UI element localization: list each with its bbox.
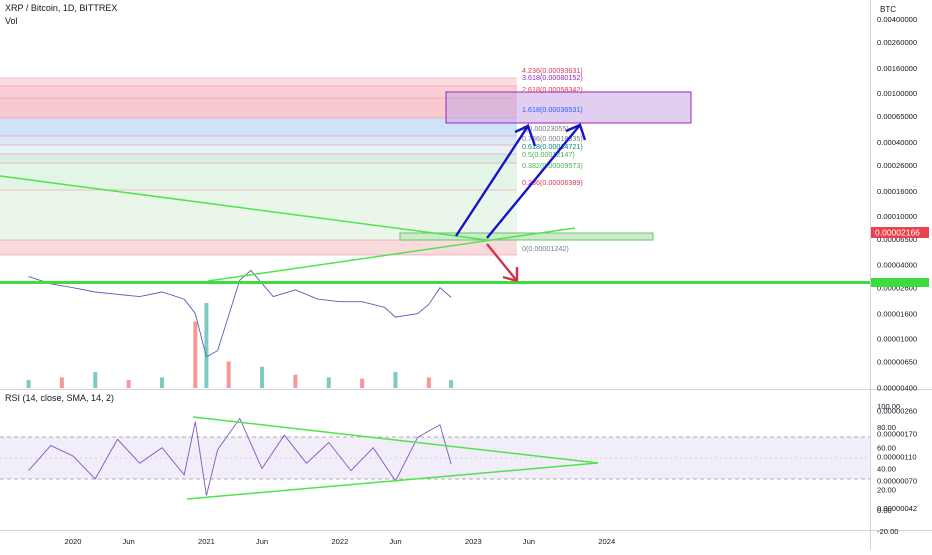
last-price-badge bbox=[871, 227, 929, 238]
fib-label: 0.5(0.00012147) bbox=[522, 150, 575, 159]
price-tick-label: 0.00065000 bbox=[877, 112, 917, 121]
fib-label: 4.236(0.00093631) bbox=[522, 66, 583, 75]
price-tick-label: 0.00000042 bbox=[877, 504, 917, 513]
support-price-badge bbox=[871, 278, 929, 287]
price-tick-label: 0.00001000 bbox=[877, 335, 917, 344]
fib-label: 0(0.00001242) bbox=[522, 244, 569, 253]
fib-label: 1.618(0.00036531) bbox=[522, 105, 583, 114]
target-zone bbox=[445, 91, 692, 124]
fib-zone bbox=[0, 163, 517, 190]
rsi-tick-label: 100.00 bbox=[877, 402, 900, 411]
volume-bar bbox=[260, 366, 265, 388]
time-tick-label: 2023 bbox=[465, 537, 482, 546]
fib-zone bbox=[0, 86, 517, 98]
time-tick-label: Jun bbox=[256, 537, 268, 546]
fib-zone bbox=[0, 98, 517, 118]
time-tick-label: 2022 bbox=[331, 537, 348, 546]
time-tick-label: 2021 bbox=[198, 537, 215, 546]
rsi-tick-label: 40.00 bbox=[877, 465, 896, 474]
rsi-tick-label: 60.00 bbox=[877, 444, 896, 453]
fib-label: 0.236(0.00006389) bbox=[522, 178, 583, 187]
time-tick-label: 2020 bbox=[65, 537, 82, 546]
price-tick-label: 0.00400000 bbox=[877, 15, 917, 24]
upper-trendline bbox=[0, 175, 488, 241]
fib-labels: 4.236(0.00093631)3.618(0.00080152) 2.618(… bbox=[522, 66, 583, 253]
volume-bar bbox=[93, 372, 98, 388]
rsi-tick-label: 0.00 bbox=[877, 506, 892, 515]
fib-label: 2.618(0.00058342) bbox=[522, 85, 583, 94]
fib-zone bbox=[0, 240, 517, 255]
volume-bar bbox=[360, 378, 365, 388]
price-tick-label: 0.00004000 bbox=[877, 261, 917, 270]
volume-bar bbox=[26, 380, 31, 388]
volume-bars bbox=[26, 303, 454, 388]
rsi-title: RSI (14, close, SMA, 14, 2) bbox=[5, 393, 115, 403]
volume-bar bbox=[59, 377, 64, 388]
volume-bar bbox=[449, 380, 454, 388]
fib-label: 3.618(0.00080152) bbox=[522, 73, 583, 82]
volume-bar bbox=[393, 372, 398, 388]
price-tick-label: 0.00002600 bbox=[877, 284, 917, 293]
price-tick-label: 0.00026000 bbox=[877, 161, 917, 170]
price-tick-label: 0.00000260 bbox=[877, 407, 917, 416]
volume-bar bbox=[204, 303, 209, 388]
bullish-arrow-1 bbox=[454, 123, 537, 237]
price-tick-label: 0.00010000 bbox=[877, 212, 917, 221]
price-tick-label: 0.00100000 bbox=[877, 89, 917, 98]
rsi-tick-label: -20.00 bbox=[877, 527, 899, 536]
fib-label: 1(0.00023055) bbox=[522, 124, 569, 133]
rsi-axis: 100.00 80.00 60.00 40.00 20.00 0.00 -20.00 bbox=[877, 402, 900, 536]
volume-bar bbox=[426, 377, 431, 388]
fib-label: 0.786(0.00018335) bbox=[522, 134, 583, 143]
volume-label: Vol bbox=[5, 16, 18, 26]
fib-zone bbox=[0, 118, 517, 136]
fib-label: 0.618(0.00014721) bbox=[522, 142, 583, 151]
rsi-line bbox=[28, 417, 452, 496]
volume-bar bbox=[159, 377, 164, 388]
rsi-upper-trendline bbox=[192, 416, 599, 464]
price-tick-label: 0.00000070 bbox=[877, 477, 917, 486]
time-axis: 2020 Jun 2021 Jun 2022 Jun 2023 Jun 2024 bbox=[65, 537, 616, 546]
price-tick-label: 0.00000650 bbox=[877, 358, 917, 367]
chart-title: XRP / Bitcoin, 1D, BITTREX bbox=[5, 3, 118, 13]
price-axis: 0.00400000 0.00260000 0.00160000 0.00100000… bbox=[877, 15, 917, 513]
price-tick-label: 0.00000110 bbox=[877, 452, 917, 461]
price-tick-label: 0.00006500 bbox=[877, 235, 917, 244]
fib-extension-zones bbox=[0, 77, 517, 256]
fib-zone bbox=[0, 136, 517, 145]
fib-zone bbox=[0, 154, 517, 163]
fib-label: 0.382(0.00009573) bbox=[522, 161, 583, 170]
time-tick-label: Jun bbox=[389, 537, 401, 546]
time-tick-label: 2024 bbox=[598, 537, 615, 546]
fib-zone bbox=[0, 190, 517, 240]
price-tick-label: 0.00160000 bbox=[877, 64, 917, 73]
breakout-zone bbox=[399, 232, 654, 241]
rsi-lower-trendline bbox=[186, 462, 599, 500]
volume-bar bbox=[126, 380, 131, 388]
volume-bar bbox=[193, 321, 198, 388]
price-tick-label: 0.00001600 bbox=[877, 310, 917, 319]
volume-bar bbox=[226, 361, 231, 388]
lower-trendline bbox=[207, 227, 576, 282]
bearish-arrow bbox=[486, 243, 519, 283]
volume-bar bbox=[293, 374, 298, 388]
price-tick-label: 0.00016000 bbox=[877, 187, 917, 196]
price-tick-label: 0.00000400 bbox=[877, 384, 917, 393]
price-tick-label: 0.00260000 bbox=[877, 38, 917, 47]
time-tick-label: Jun bbox=[122, 537, 134, 546]
rsi-tick-label: 20.00 bbox=[877, 485, 896, 494]
price-tick-label: 0.00040000 bbox=[877, 138, 917, 147]
fib-zone bbox=[0, 145, 517, 154]
axis-unit: BTC bbox=[880, 5, 896, 14]
last-price-label: 0.00002166 bbox=[875, 228, 920, 238]
bullish-arrow-2 bbox=[486, 122, 587, 239]
fib-zone bbox=[0, 78, 517, 86]
volume-bar bbox=[326, 377, 331, 388]
time-tick-label: Jun bbox=[523, 537, 535, 546]
price-tick-label: 0.00000170 bbox=[877, 429, 917, 438]
rsi-tick-label: 80.00 bbox=[877, 423, 896, 432]
